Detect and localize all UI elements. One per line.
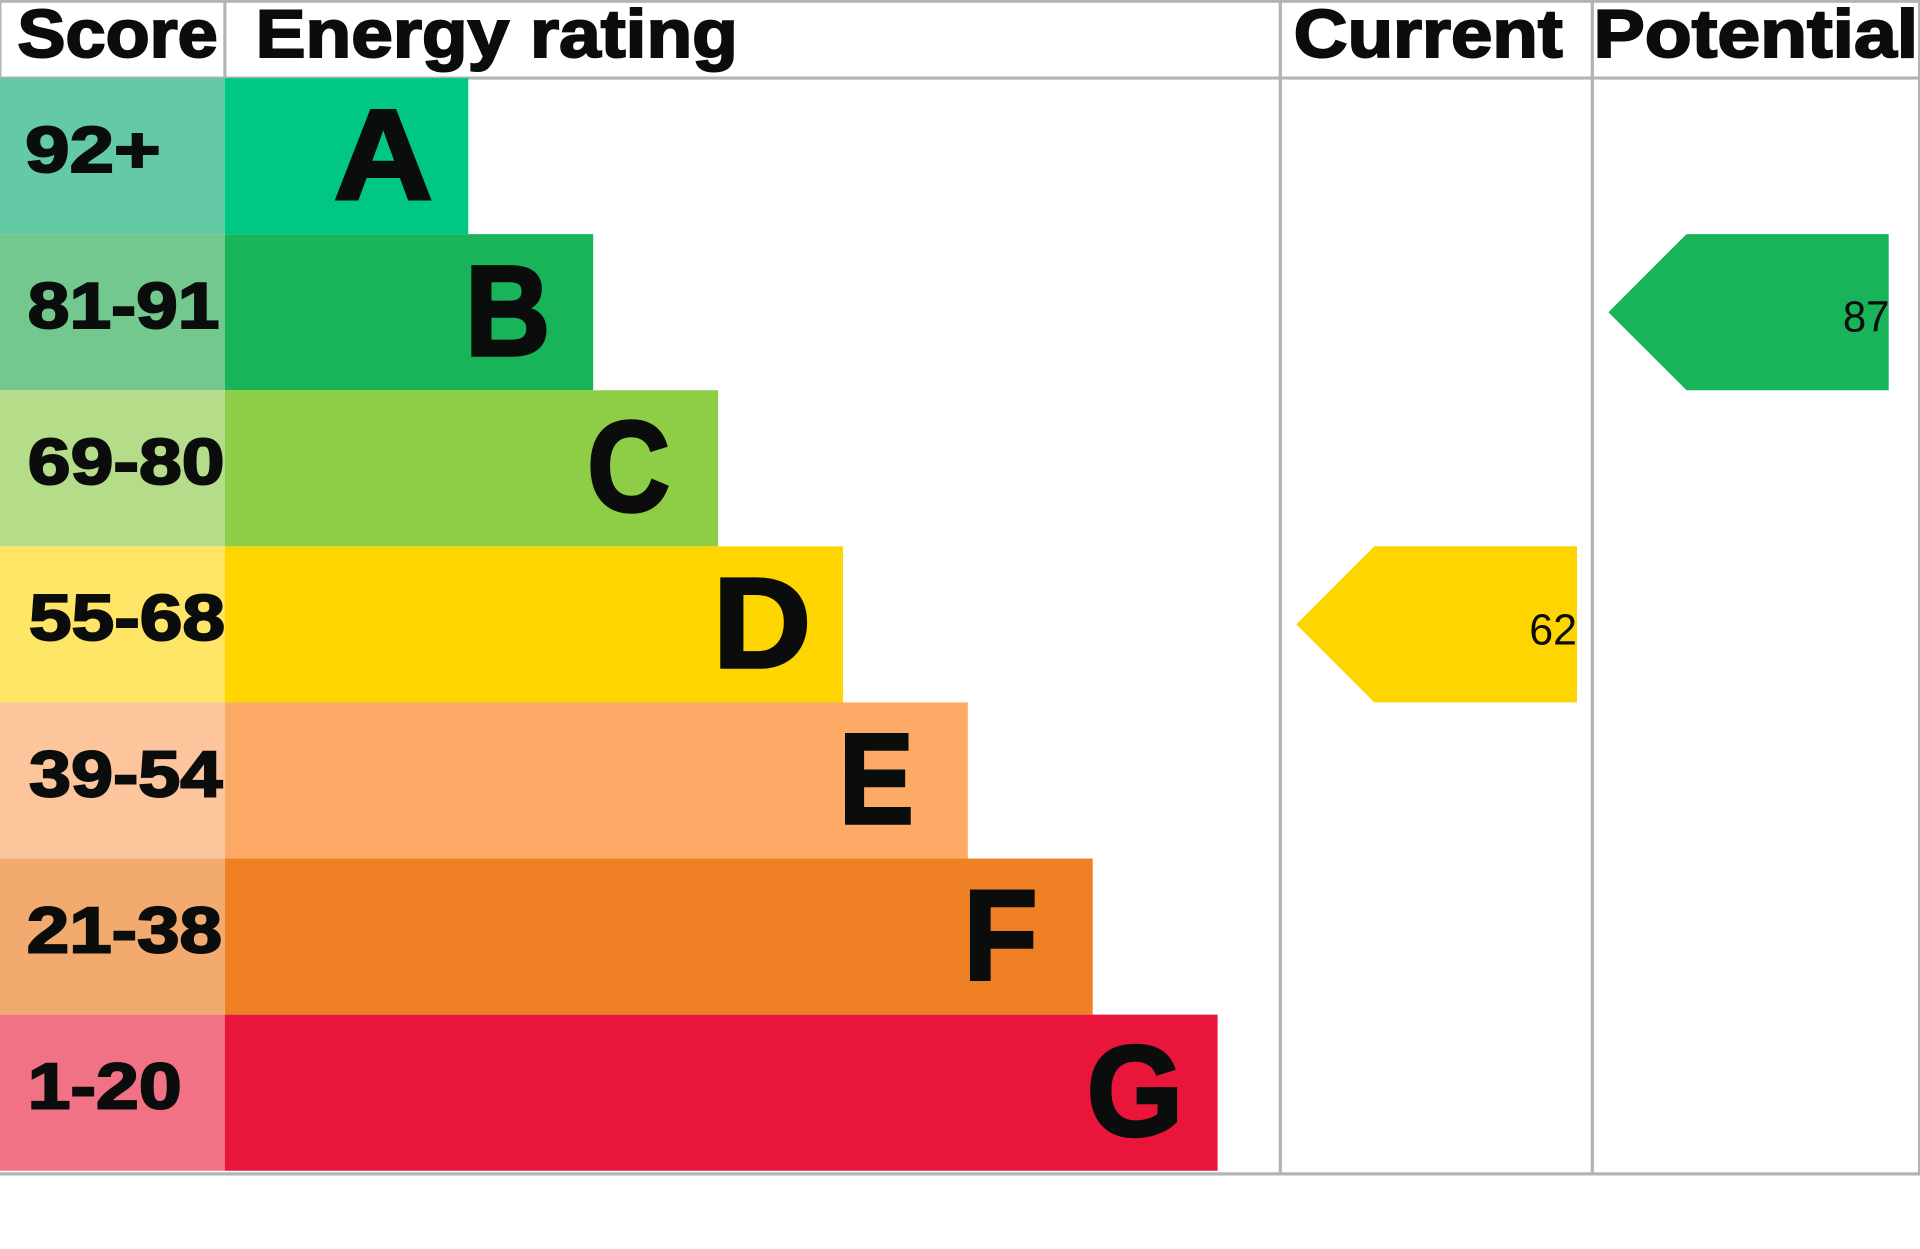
svg-text:Current: Current bbox=[1294, 0, 1563, 72]
svg-text:21-38: 21-38 bbox=[27, 893, 222, 966]
svg-text:G: G bbox=[1087, 1020, 1183, 1163]
svg-text:B: B bbox=[465, 240, 550, 383]
svg-text:92+: 92+ bbox=[25, 113, 160, 186]
svg-text:F: F bbox=[964, 864, 1038, 1007]
svg-text:D: D bbox=[713, 552, 811, 695]
svg-text:1-20: 1-20 bbox=[28, 1050, 182, 1123]
svg-text:39-54: 39-54 bbox=[29, 737, 222, 810]
svg-text:81-91: 81-91 bbox=[28, 269, 220, 342]
svg-text:Score: Score bbox=[17, 0, 217, 72]
svg-text:55-68: 55-68 bbox=[29, 581, 225, 654]
svg-text:69-80: 69-80 bbox=[28, 425, 225, 498]
svg-text:87: 87 bbox=[1843, 293, 1890, 342]
svg-text:C: C bbox=[587, 396, 670, 539]
svg-text:Energy rating: Energy rating bbox=[256, 0, 738, 72]
svg-text:A: A bbox=[334, 84, 433, 227]
svg-text:Potential: Potential bbox=[1594, 0, 1919, 72]
svg-text:62: 62 bbox=[1529, 606, 1577, 655]
svg-text:E: E bbox=[839, 708, 914, 851]
